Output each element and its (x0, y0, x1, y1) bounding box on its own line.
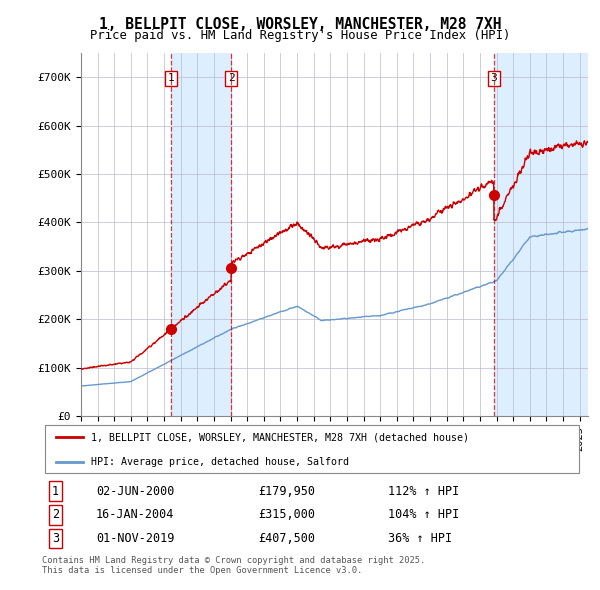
Text: 112% ↑ HPI: 112% ↑ HPI (388, 484, 459, 498)
Text: 3: 3 (52, 532, 59, 545)
Text: 1: 1 (52, 484, 59, 498)
Text: 36% ↑ HPI: 36% ↑ HPI (388, 532, 452, 545)
FancyBboxPatch shape (45, 425, 580, 473)
Text: HPI: Average price, detached house, Salford: HPI: Average price, detached house, Salf… (91, 457, 349, 467)
Bar (494, 53, 588, 416)
Bar (171, 53, 231, 416)
Text: 01-NOV-2019: 01-NOV-2019 (96, 532, 175, 545)
Text: 2: 2 (52, 508, 59, 522)
Text: 1, BELLPIT CLOSE, WORSLEY, MANCHESTER, M28 7XH (detached house): 1, BELLPIT CLOSE, WORSLEY, MANCHESTER, M… (91, 432, 469, 442)
Text: £315,000: £315,000 (258, 508, 315, 522)
Text: £179,950: £179,950 (258, 484, 315, 498)
Text: 1: 1 (168, 74, 175, 84)
Text: 3: 3 (490, 74, 497, 84)
Text: 2: 2 (228, 74, 235, 84)
Text: 02-JUN-2000: 02-JUN-2000 (96, 484, 175, 498)
Text: Contains HM Land Registry data © Crown copyright and database right 2025.: Contains HM Land Registry data © Crown c… (42, 556, 425, 565)
Text: 104% ↑ HPI: 104% ↑ HPI (388, 508, 459, 522)
Text: Price paid vs. HM Land Registry's House Price Index (HPI): Price paid vs. HM Land Registry's House … (90, 30, 510, 42)
Text: £407,500: £407,500 (258, 532, 315, 545)
Text: This data is licensed under the Open Government Licence v3.0.: This data is licensed under the Open Gov… (42, 566, 362, 575)
Text: 1, BELLPIT CLOSE, WORSLEY, MANCHESTER, M28 7XH: 1, BELLPIT CLOSE, WORSLEY, MANCHESTER, M… (99, 17, 501, 31)
Text: 16-JAN-2004: 16-JAN-2004 (96, 508, 175, 522)
